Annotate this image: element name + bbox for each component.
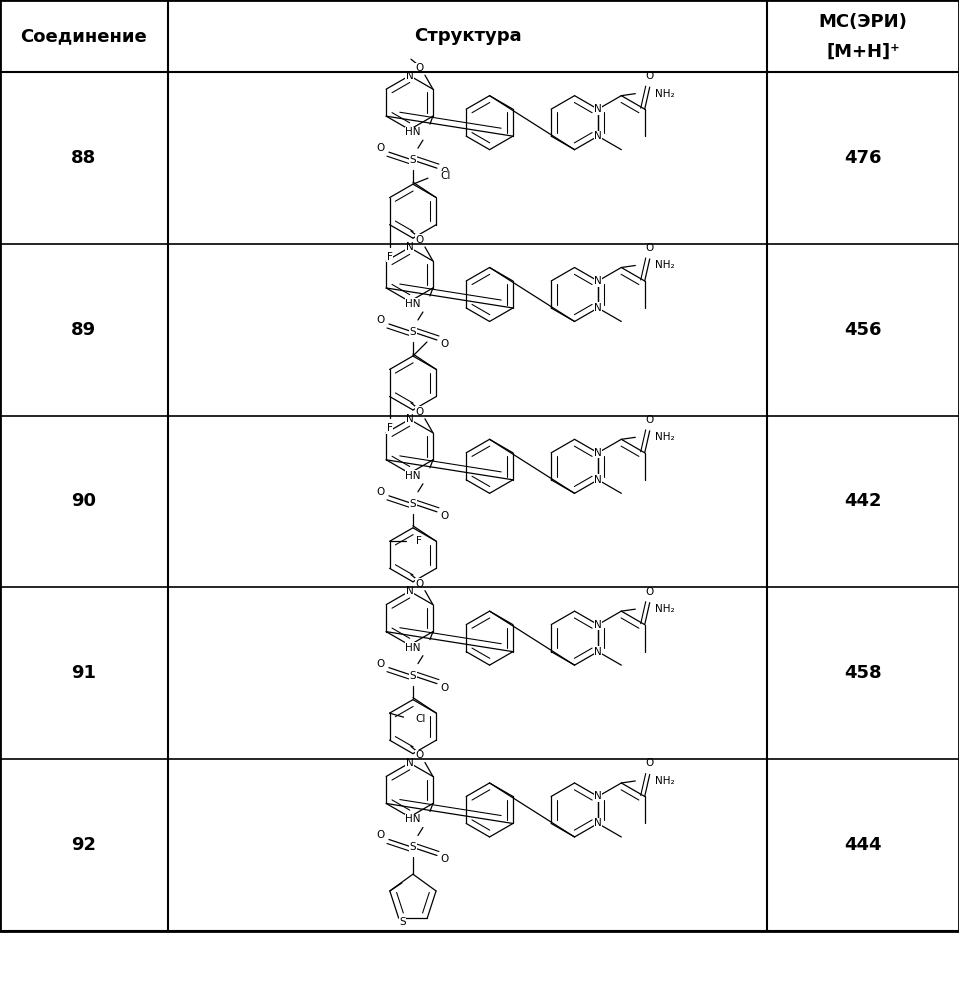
Text: S: S — [399, 917, 406, 927]
Text: 456: 456 — [844, 321, 882, 339]
Text: O: O — [441, 854, 449, 864]
Text: NH₂: NH₂ — [655, 433, 675, 443]
Text: N: N — [406, 758, 413, 768]
Text: МС(ЭРИ): МС(ЭРИ) — [819, 13, 907, 31]
Text: N: N — [594, 131, 602, 141]
Text: O: O — [645, 71, 654, 81]
Text: O: O — [377, 658, 386, 668]
Text: S: S — [409, 499, 416, 508]
Text: S: S — [409, 155, 416, 165]
Text: N: N — [594, 303, 602, 313]
Text: 91: 91 — [71, 664, 97, 682]
Text: F: F — [415, 536, 421, 546]
Text: O: O — [377, 487, 386, 497]
Text: O: O — [645, 415, 654, 425]
Text: O: O — [377, 143, 386, 153]
Text: NH₂: NH₂ — [655, 261, 675, 271]
Text: N: N — [406, 415, 413, 425]
Text: 90: 90 — [71, 493, 97, 510]
Text: S: S — [409, 327, 416, 337]
Text: O: O — [645, 758, 654, 768]
Text: O: O — [441, 682, 449, 692]
Text: F: F — [386, 424, 392, 434]
Text: N: N — [406, 243, 413, 253]
Text: O: O — [416, 578, 424, 588]
Text: O: O — [441, 510, 449, 520]
Text: S: S — [409, 670, 416, 680]
Text: Структура: Структура — [413, 27, 522, 45]
Text: O: O — [645, 243, 654, 253]
Text: O: O — [441, 339, 449, 349]
Text: Cl: Cl — [415, 714, 426, 724]
Text: F: F — [386, 252, 392, 262]
Text: HN: HN — [406, 642, 421, 652]
Text: O: O — [416, 63, 424, 73]
Text: O: O — [377, 830, 386, 840]
Text: O: O — [416, 235, 424, 245]
Text: NH₂: NH₂ — [655, 776, 675, 786]
Text: O: O — [645, 586, 654, 596]
Text: NH₂: NH₂ — [655, 89, 675, 99]
Text: 89: 89 — [71, 321, 97, 339]
Text: HN: HN — [406, 814, 421, 824]
Text: N: N — [594, 619, 602, 629]
Text: Соединение: Соединение — [20, 27, 148, 45]
Text: HN: HN — [406, 127, 421, 137]
Text: 442: 442 — [844, 493, 882, 510]
Text: O: O — [377, 315, 386, 325]
Text: HN: HN — [406, 299, 421, 309]
Text: N: N — [406, 71, 413, 81]
Text: 458: 458 — [844, 664, 882, 682]
Text: 88: 88 — [71, 149, 97, 167]
Text: N: N — [594, 818, 602, 828]
Text: N: N — [594, 646, 602, 656]
Text: 476: 476 — [844, 149, 882, 167]
Text: N: N — [406, 586, 413, 596]
Text: HN: HN — [406, 471, 421, 481]
Text: 92: 92 — [71, 836, 97, 854]
Text: N: N — [594, 104, 602, 114]
Text: O: O — [416, 750, 424, 760]
Text: Cl: Cl — [440, 171, 451, 181]
Text: [М+Н]⁺: [М+Н]⁺ — [827, 43, 900, 61]
Text: N: N — [594, 475, 602, 485]
Text: 444: 444 — [844, 836, 882, 854]
Text: N: N — [594, 448, 602, 458]
Text: NH₂: NH₂ — [655, 604, 675, 614]
Text: N: N — [594, 276, 602, 286]
Text: O: O — [441, 167, 449, 177]
Text: S: S — [409, 842, 416, 852]
Text: O: O — [416, 407, 424, 417]
Text: N: N — [594, 791, 602, 801]
